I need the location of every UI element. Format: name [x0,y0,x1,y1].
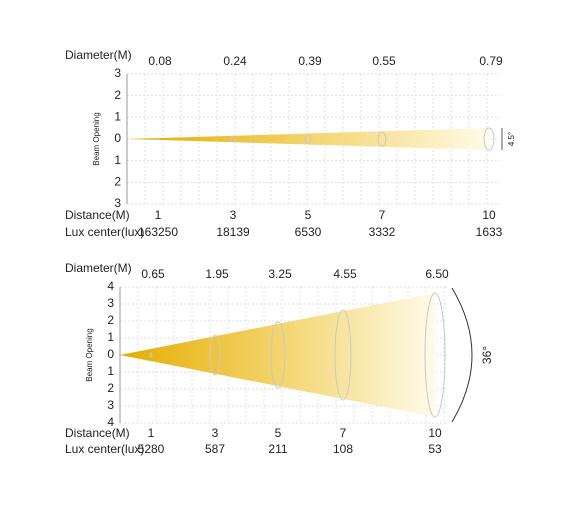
y-tick-label: 3 [114,196,121,210]
angle-arc [451,287,473,423]
diameter-value: 0.24 [223,54,247,68]
beam-section [304,133,312,145]
y-tick-label: 4 [107,415,114,429]
diameter-value: 0.79 [479,54,503,68]
y-tick-label: 2 [114,175,121,189]
y-tick-label: 3 [107,296,114,310]
beam-section [483,127,495,151]
y-axis-label: Beam Opening [92,112,101,165]
distance-label: Distance(M) [65,426,130,440]
y-tick-label: 3 [107,398,114,412]
distance-label: Distance(M) [65,208,130,222]
distance-value: 10 [482,208,496,222]
angle-label: 4.5° [507,132,516,146]
distance-value: 3 [230,208,237,222]
y-tick-label: 3 [114,66,121,80]
lux-value: 18139 [216,225,250,239]
lux-value: 108 [333,442,353,456]
lux-value: 5280 [138,442,165,456]
distance-value: 7 [340,426,347,440]
lux-value: 587 [205,442,225,456]
diameter-value: 3.25 [268,267,292,281]
distance-value: 5 [275,426,282,440]
lux-value: 53 [428,442,442,456]
diameter-value: 0.65 [141,267,165,281]
lux-label: Lux center(lux) [65,442,144,456]
distance-value: 3 [212,426,219,440]
distance-value: 10 [428,426,442,440]
diameter-label: Diameter(M) [65,261,132,275]
beam-section [424,292,446,418]
distance-value: 5 [305,208,312,222]
angle-label: 36° [480,346,494,364]
diameter-value: 0.39 [298,54,322,68]
beam-section [149,352,153,358]
diameter-label: Diameter(M) [65,48,132,62]
diameter-value: 0.55 [372,54,396,68]
lux-value: 6530 [295,225,322,239]
y-tick-label: 1 [114,110,121,124]
beam-section [209,334,221,376]
beam-section [334,309,352,401]
y-tick-label: 1 [114,153,121,167]
lux-value: 1633 [476,225,503,239]
beam [127,128,489,150]
distance-value: 7 [379,208,386,222]
y-tick-label: 0 [114,131,121,145]
beam-section [377,131,387,147]
diameter-value: 4.55 [333,267,357,281]
y-tick-label: 4 [107,279,114,293]
beam-section [156,137,160,141]
beam-section [230,135,236,143]
y-tick-label: 0 [107,347,114,361]
distance-value: 1 [148,426,155,440]
diameter-value: 6.50 [425,267,449,281]
lux-label: Lux center(lux) [65,225,144,239]
y-tick-label: 2 [114,88,121,102]
beam [120,293,435,417]
distance-value: 1 [155,208,162,222]
beam-section [270,321,286,389]
y-tick-label: 2 [107,313,114,327]
lux-value: 211 [268,442,287,456]
y-tick-label: 2 [107,381,114,395]
lux-value: 3332 [369,225,396,239]
y-tick-label: 1 [107,364,114,378]
y-axis-label: Beam Opening [85,328,94,381]
diameter-value: 1.95 [205,267,229,281]
diameter-value: 0.08 [148,54,172,68]
lux-value: 163250 [138,225,178,239]
y-tick-label: 1 [107,330,114,344]
